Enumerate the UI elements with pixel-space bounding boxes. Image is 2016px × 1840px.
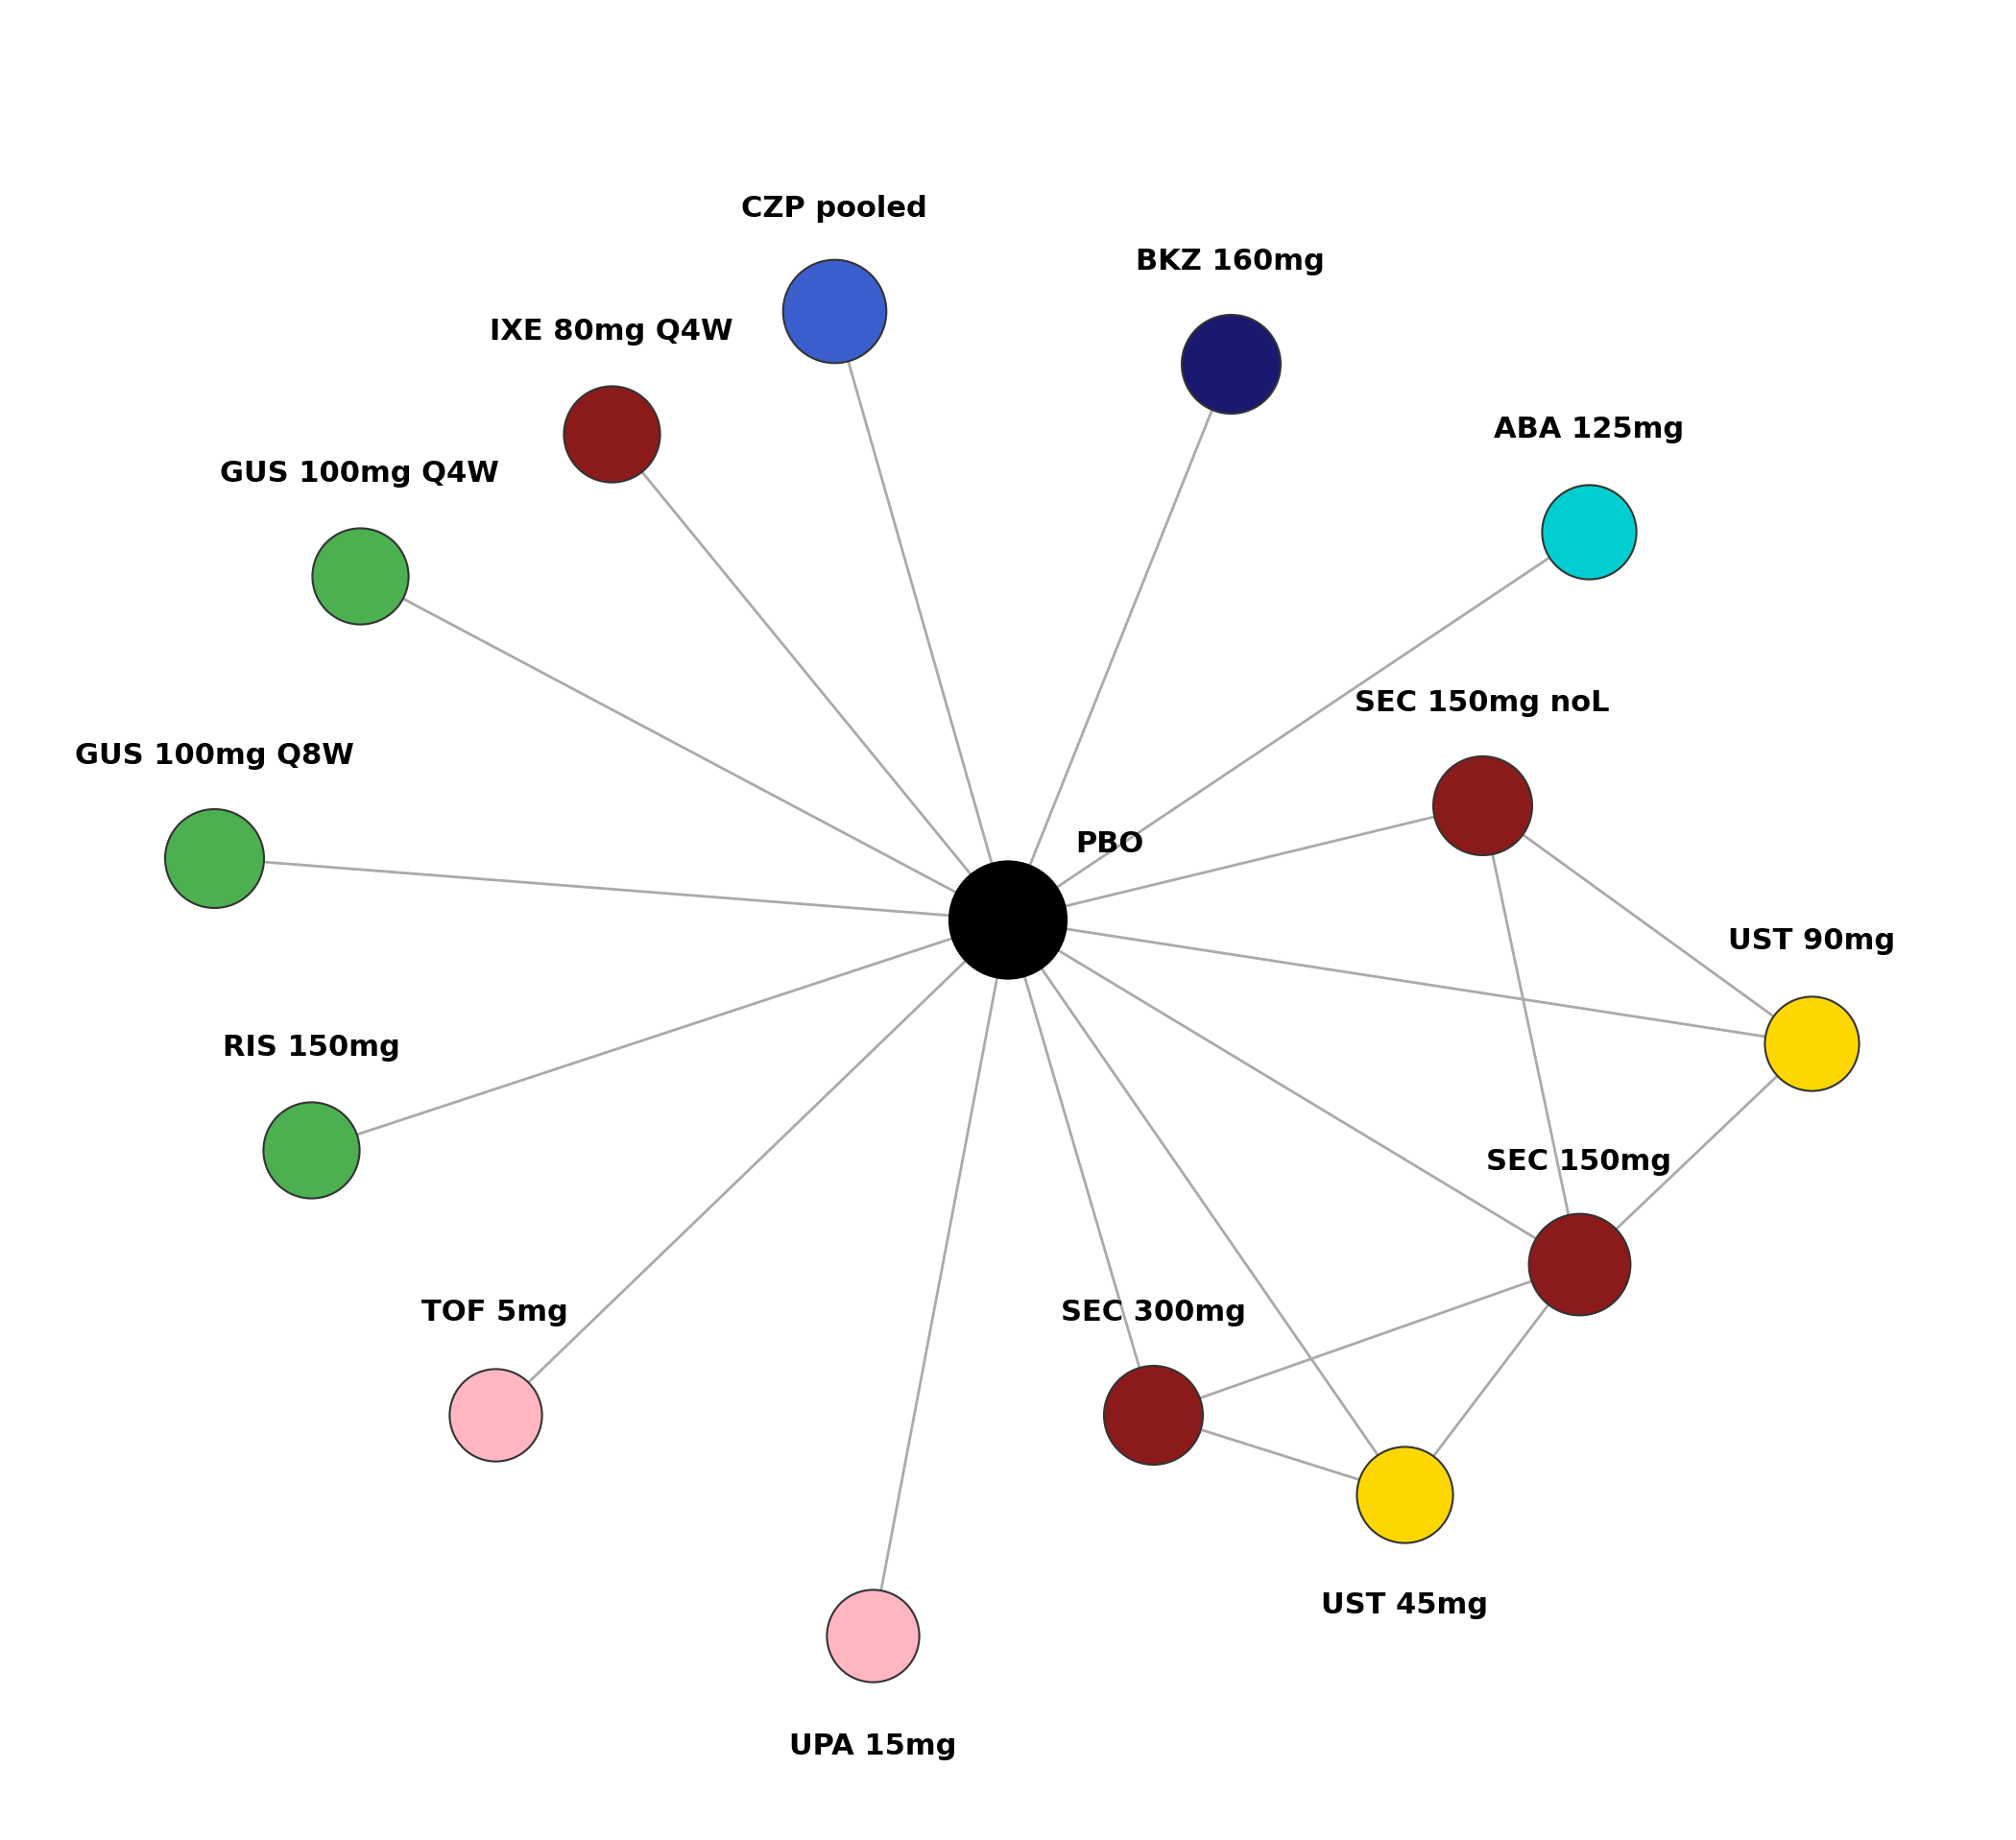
Point: [595, 420, 627, 449]
Text: CZP pooled: CZP pooled: [740, 195, 927, 223]
Text: PBO: PBO: [1077, 830, 1145, 857]
Text: GUS 100mg Q4W: GUS 100mg Q4W: [220, 460, 500, 488]
Text: GUS 100mg Q8W: GUS 100mg Q8W: [75, 742, 355, 769]
Text: ABA 125mg: ABA 125mg: [1494, 416, 1683, 443]
Text: SEC 300mg: SEC 300mg: [1060, 1299, 1246, 1327]
Text: UST 45mg: UST 45mg: [1320, 1592, 1488, 1619]
Text: IXE 80mg Q4W: IXE 80mg Q4W: [490, 318, 734, 346]
Text: RIS 150mg: RIS 150mg: [222, 1034, 399, 1062]
Text: TOF 5mg: TOF 5mg: [421, 1299, 569, 1327]
Point: [1562, 1249, 1595, 1279]
Point: [1572, 517, 1605, 546]
Text: BKZ 160mg: BKZ 160mg: [1137, 247, 1325, 276]
Point: [1794, 1029, 1826, 1058]
Text: SEC 150mg noL: SEC 150mg noL: [1355, 688, 1609, 718]
Point: [992, 905, 1024, 935]
Point: [857, 1621, 889, 1650]
Point: [343, 561, 375, 591]
Point: [198, 843, 230, 872]
Point: [1214, 350, 1246, 379]
Text: UPA 15mg: UPA 15mg: [788, 1733, 956, 1761]
Point: [1466, 791, 1498, 821]
Point: [294, 1135, 327, 1165]
Point: [818, 296, 851, 326]
Text: UST 90mg: UST 90mg: [1728, 927, 1895, 955]
Text: SEC 150mg: SEC 150mg: [1486, 1148, 1671, 1176]
Point: [1389, 1479, 1421, 1509]
Point: [1137, 1400, 1169, 1430]
Point: [480, 1400, 512, 1430]
